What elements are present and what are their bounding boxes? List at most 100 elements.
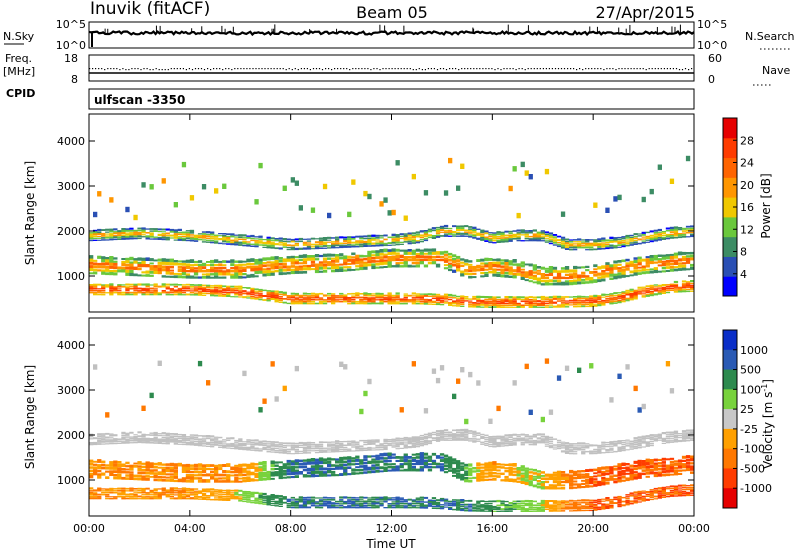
- scatter-cell: [448, 255, 453, 259]
- scatter-cell: [109, 433, 114, 435]
- scatter-cell: [516, 477, 521, 480]
- scatter-cell: [89, 285, 94, 288]
- scatter-cell: [367, 245, 372, 247]
- scatter-cell: [460, 507, 465, 510]
- scatter-cell: [314, 263, 320, 267]
- scatter-cell: [286, 466, 291, 469]
- scatter-cell: [189, 239, 195, 242]
- scatter-cell: [101, 269, 106, 272]
- scatter-cell: [621, 296, 626, 299]
- scatter-cell: [93, 472, 98, 476]
- scatter-cell: [669, 178, 675, 184]
- scatter-cell: [355, 497, 360, 499]
- scatter-cell: [310, 243, 316, 246]
- scatter-cell: [569, 281, 574, 286]
- nave-dot: [421, 69, 423, 71]
- scatter-cell: [282, 272, 287, 275]
- scatter-cell: [540, 237, 545, 240]
- scatter-cell: [452, 225, 457, 228]
- scatter-cell: [516, 302, 521, 305]
- scatter-cell: [226, 437, 231, 439]
- scatter-cell: [552, 238, 558, 240]
- scatter-cell: [435, 434, 441, 437]
- scatter-cell: [189, 259, 195, 263]
- scatter-cell: [335, 446, 340, 449]
- scatter-cell: [690, 287, 695, 290]
- scatter-cell: [617, 263, 622, 266]
- scatter-cell: [387, 292, 392, 295]
- scatter-cell: [480, 265, 485, 268]
- scatter-cell: [597, 474, 602, 477]
- scatter-cell: [681, 230, 687, 232]
- scatter-cell: [577, 295, 582, 298]
- scatter-cell: [528, 435, 533, 438]
- nave-dot: [500, 69, 502, 71]
- scatter-cell: [476, 432, 481, 435]
- scatter-cell: [633, 445, 638, 448]
- scatter-cell: [371, 242, 376, 245]
- scatter-cell: [185, 436, 191, 438]
- nave-dot: [651, 68, 653, 70]
- scatter-cell: [258, 267, 263, 271]
- scatter-cell: [189, 291, 195, 294]
- scatter-cell: [355, 243, 360, 246]
- scatter-cell: [173, 469, 178, 473]
- scatter-cell: [395, 504, 400, 507]
- scatter-cell: [645, 237, 650, 239]
- scatter-cell: [589, 242, 594, 245]
- scatter-cell: [504, 442, 509, 445]
- scatter-cell: [556, 500, 562, 502]
- scatter-cell: [89, 493, 94, 496]
- scatter-cell: [629, 290, 634, 293]
- scatter-cell: [516, 500, 521, 503]
- nave-dot: [379, 69, 381, 71]
- scatter-cell: [488, 507, 493, 510]
- scatter-cell: [363, 461, 368, 465]
- scatter-cell: [633, 501, 638, 504]
- scatter-cell: [314, 506, 320, 509]
- scatter-cell: [371, 439, 376, 441]
- scatter-cell: [443, 229, 449, 231]
- scatter-cell: [544, 304, 550, 306]
- scatter-cell: [593, 503, 598, 505]
- scatter-cell: [641, 233, 646, 236]
- scatter-cell: [327, 441, 332, 443]
- scatter-cell: [516, 296, 521, 299]
- scatter-cell: [197, 467, 203, 471]
- scatter-cell: [532, 235, 537, 238]
- scatter-cell: [383, 261, 388, 265]
- scatter-cell: [93, 466, 98, 470]
- scatter-cell: [508, 444, 513, 446]
- scatter-cell: [581, 242, 586, 245]
- scatter-cell: [189, 492, 195, 494]
- scatter-cell: [423, 258, 429, 262]
- nave-dot: [288, 68, 290, 70]
- scatter-cell: [560, 506, 566, 508]
- scatter-cell: [407, 502, 412, 505]
- scatter-cell: [516, 233, 521, 236]
- scatter-cell: [669, 226, 675, 230]
- scatter-cell: [419, 501, 424, 503]
- scatter-cell: [669, 234, 675, 237]
- scatter-cell: [589, 279, 594, 284]
- scatter-cell: [351, 441, 356, 444]
- scatter-cell: [274, 300, 279, 303]
- scatter-cell: [637, 442, 642, 445]
- scatter-cell: [270, 477, 275, 480]
- scatter-cell: [617, 260, 622, 263]
- scatter-cell: [250, 500, 255, 502]
- scatter-cell: [310, 504, 316, 507]
- scatter-cell: [181, 161, 187, 168]
- scatter-cell: [601, 237, 606, 240]
- scatter-cell: [125, 474, 130, 477]
- scatter-cell: [286, 476, 291, 479]
- scatter-cell: [290, 238, 295, 241]
- scatter-cell: [327, 474, 332, 477]
- scatter-cell: [387, 302, 392, 305]
- scatter-cell: [165, 491, 170, 494]
- scatter-cell: [484, 504, 489, 506]
- scatter-cell: [266, 501, 271, 504]
- scatter-cell: [464, 463, 469, 467]
- scatter-cell: [593, 452, 598, 455]
- scatter-cell: [161, 437, 166, 439]
